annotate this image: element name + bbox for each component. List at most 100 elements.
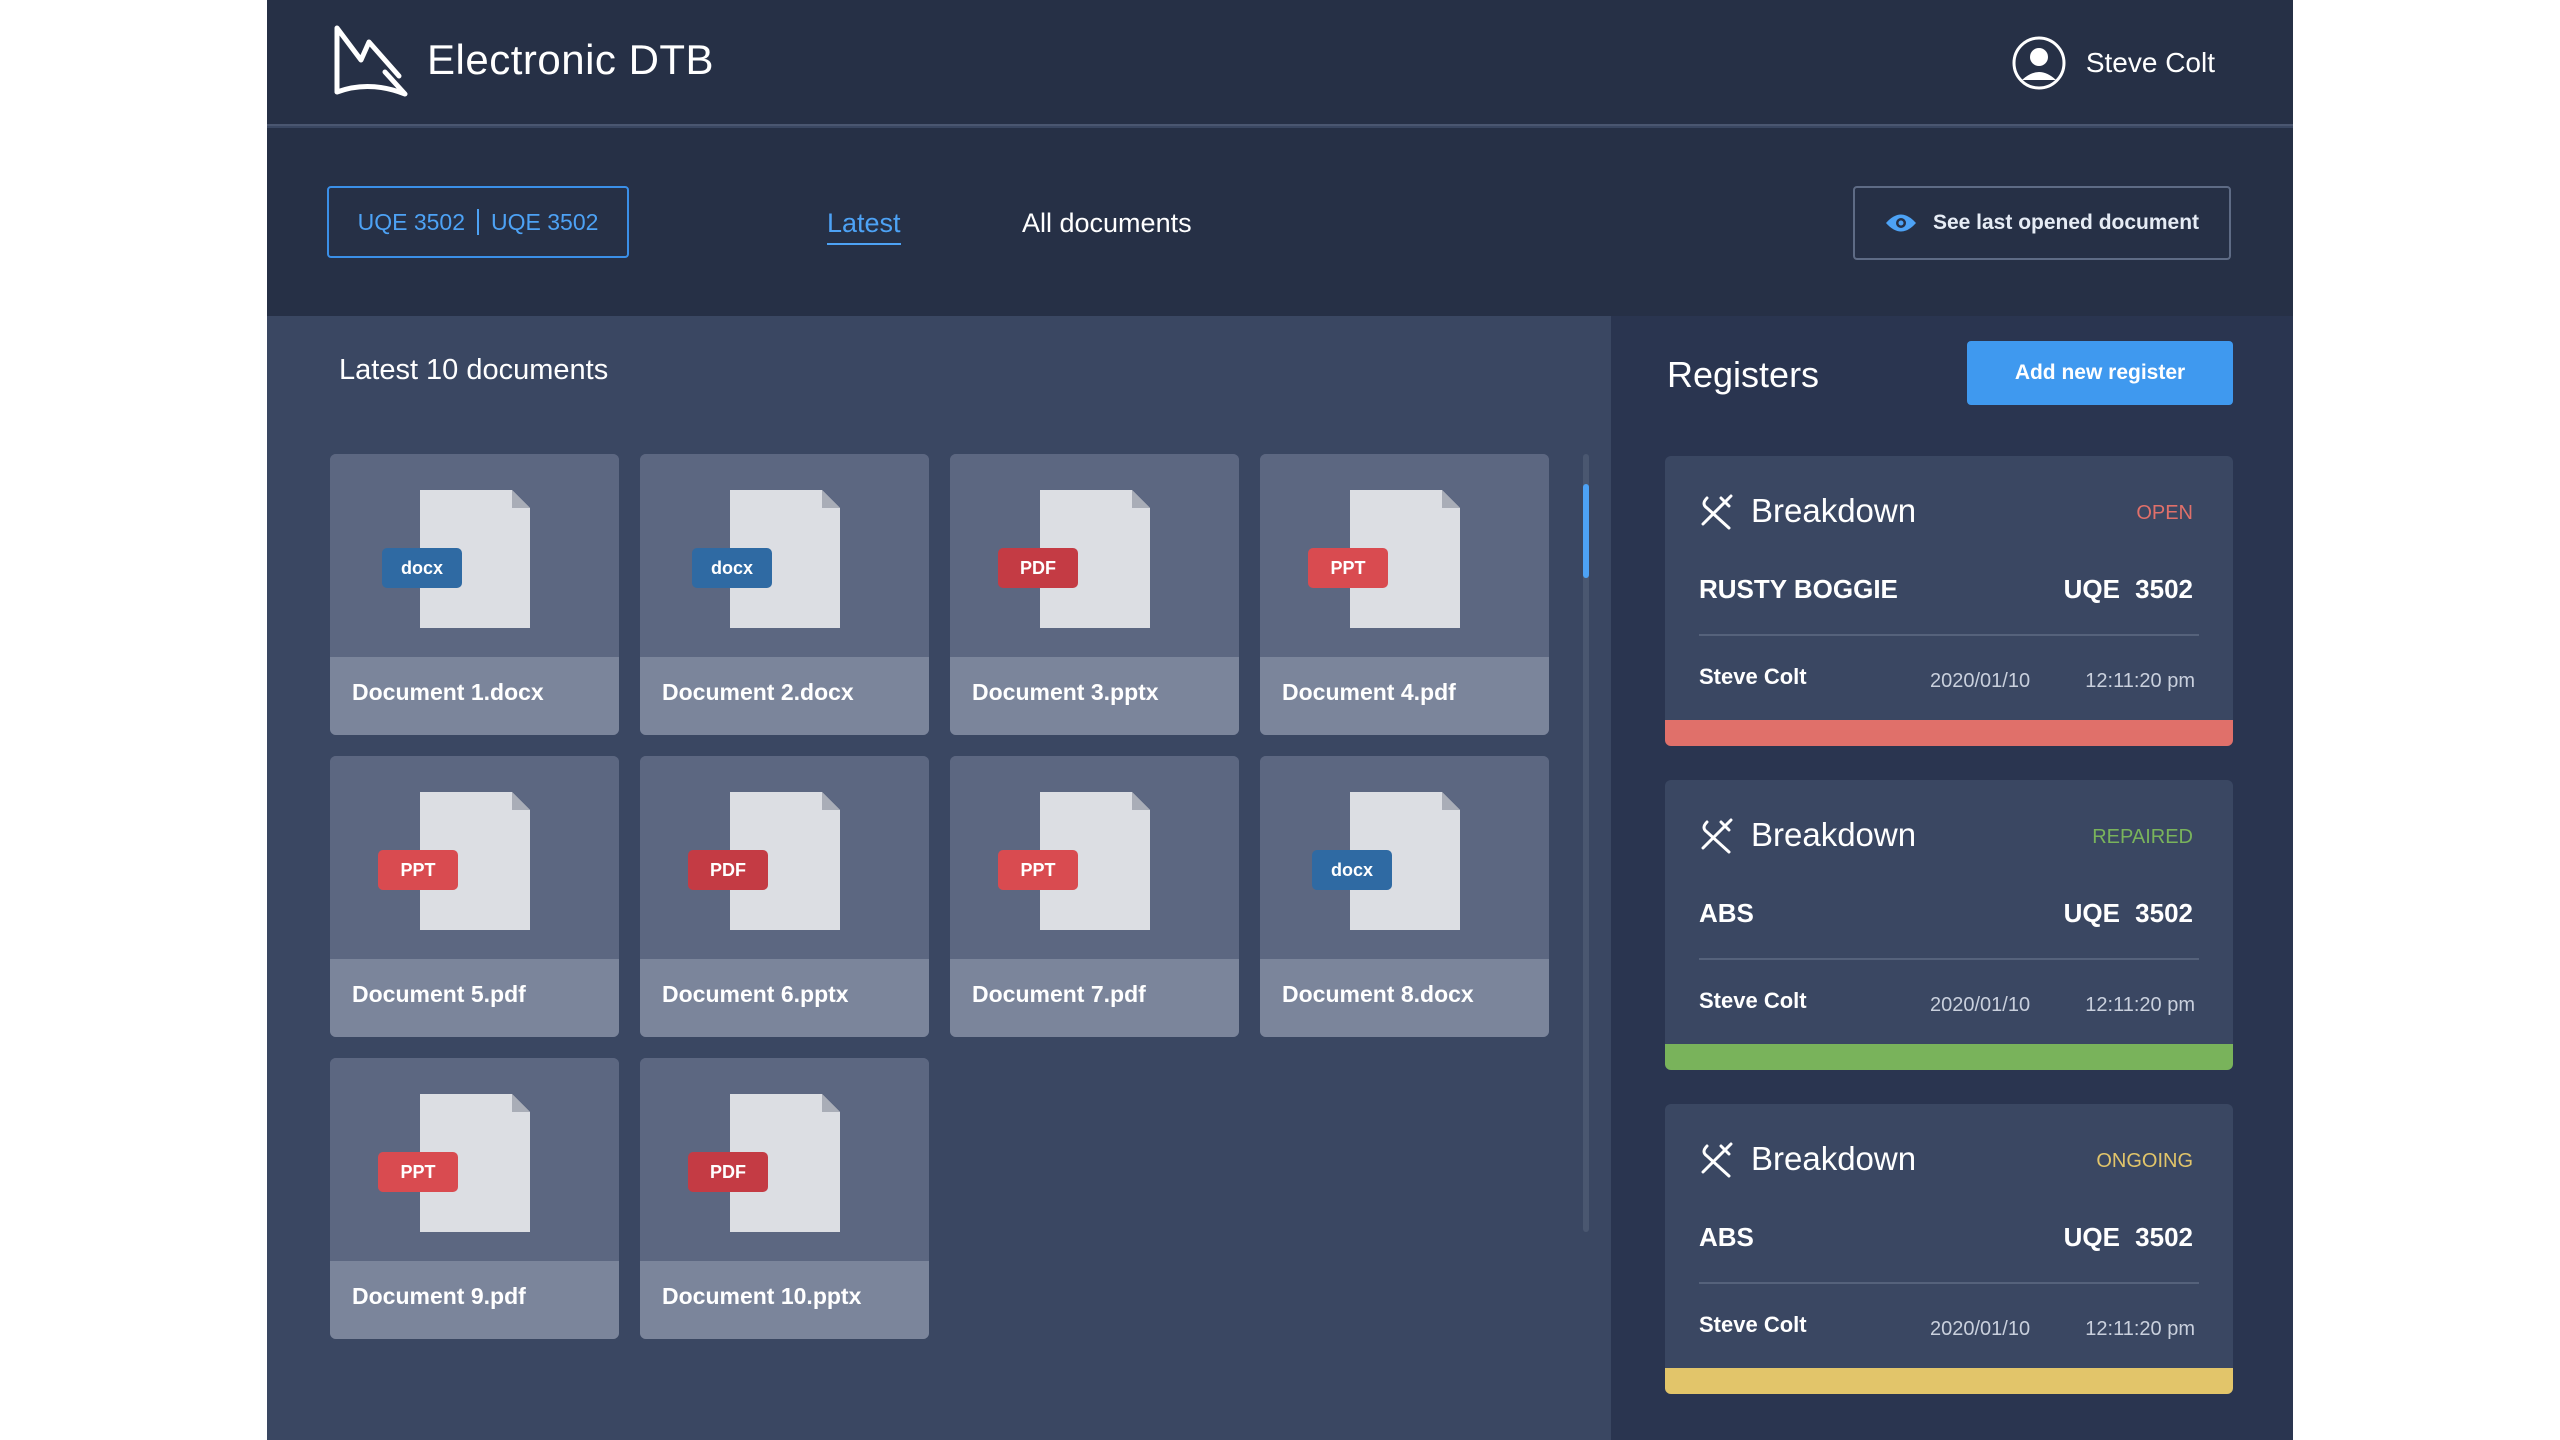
register-divider xyxy=(1699,958,2199,960)
register-time: 12:11:20 pm xyxy=(2085,1318,2195,1340)
file-type-badge: PDF xyxy=(998,548,1078,588)
file-page-icon xyxy=(730,792,840,930)
document-footer: Document 1.docx xyxy=(330,657,619,735)
document-name: Document 4.pdf xyxy=(1282,679,1456,705)
register-vehicle: UQE 3502 xyxy=(2063,574,2193,604)
register-card[interactable]: Breakdown REPAIRED ABS UQE 3502 Steve Colt 20… xyxy=(1665,780,2233,1070)
register-divider xyxy=(1699,1282,2199,1284)
document-footer: Document 10.pptx xyxy=(640,1261,929,1339)
document-footer: Document 3.pptx xyxy=(950,657,1239,735)
document-card[interactable]: docx Document 2.docx xyxy=(640,454,929,735)
document-footer: Document 4.pdf xyxy=(1260,657,1549,735)
tools-icon xyxy=(1701,494,1733,530)
document-name: Document 7.pdf xyxy=(972,981,1146,1007)
see-last-opened-button[interactable]: See last opened document xyxy=(1853,186,2231,260)
register-card[interactable]: Breakdown OPEN RUSTY BOGGIE UQE 3502 Steve C… xyxy=(1665,456,2233,746)
file-type-badge: PPT xyxy=(1308,548,1388,588)
document-thumbnail: PPT xyxy=(330,1058,619,1261)
register-component: ABS xyxy=(1699,1222,1754,1252)
document-card[interactable]: PPT Document 5.pdf xyxy=(330,756,619,1037)
document-footer: Document 9.pdf xyxy=(330,1261,619,1339)
document-thumbnail: PPT xyxy=(330,756,619,959)
document-name: Document 3.pptx xyxy=(972,679,1159,705)
document-card[interactable]: docx Document 8.docx xyxy=(1260,756,1549,1037)
file-page-icon xyxy=(420,792,530,930)
file-page-icon xyxy=(1040,490,1150,628)
app-title: Electronic DTB xyxy=(427,36,715,83)
eye-icon xyxy=(1885,214,1916,232)
document-thumbnail: PPT xyxy=(950,756,1239,959)
document-thumbnail: PPT xyxy=(1260,454,1549,657)
tab-all-documents[interactable]: All documents xyxy=(1022,208,1192,238)
file-page-icon xyxy=(730,1094,840,1232)
tab-latest[interactable]: Latest xyxy=(827,208,901,245)
file-type-badge: PPT xyxy=(378,1152,458,1192)
document-card[interactable]: docx Document 1.docx xyxy=(330,454,619,735)
register-status-bar xyxy=(1665,720,2233,746)
register-date: 2020/01/10 xyxy=(1930,670,2031,692)
vehicle-selector-right: UQE 3502 xyxy=(491,208,599,235)
file-type-badge: docx xyxy=(382,548,462,588)
file-page-icon xyxy=(420,1094,530,1232)
document-name: Document 8.docx xyxy=(1282,981,1474,1007)
user-menu[interactable]: Steve Colt xyxy=(2012,36,2215,90)
register-component: ABS xyxy=(1699,898,1754,928)
documents-scrollbar-thumb[interactable] xyxy=(1583,484,1589,578)
document-thumbnail: PDF xyxy=(640,1058,929,1261)
vehicle-selector-left: UQE 3502 xyxy=(357,208,465,235)
register-user: Steve Colt xyxy=(1699,1312,1807,1337)
register-user: Steve Colt xyxy=(1699,664,1807,689)
file-type-badge: docx xyxy=(1312,850,1392,890)
file-type-badge: PDF xyxy=(688,1152,768,1192)
vehicle-selector-divider xyxy=(477,209,479,235)
register-card[interactable]: Breakdown ONGOING ABS UQE 3502 Steve Colt 202… xyxy=(1665,1104,2233,1394)
see-last-opened-label: See last opened document xyxy=(1932,211,2200,234)
document-name: Document 2.docx xyxy=(662,679,854,705)
document-card[interactable]: PDF Document 3.pptx xyxy=(950,454,1239,735)
register-divider xyxy=(1699,634,2199,636)
register-component: RUSTY BOGGIE xyxy=(1699,574,1898,604)
file-type-badge: PPT xyxy=(378,850,458,890)
file-page-icon xyxy=(730,490,840,628)
file-page-icon xyxy=(1350,792,1460,930)
user-name: Steve Colt xyxy=(2085,47,2215,78)
register-type: Breakdown xyxy=(1751,492,1917,529)
app-window: Electronic DTB Steve Colt UQE 3502 UQE 3… xyxy=(267,0,2293,1440)
document-thumbnail: docx xyxy=(1260,756,1549,959)
file-type-badge: docx xyxy=(692,548,772,588)
register-status: REPAIRED xyxy=(2092,826,2193,848)
register-time: 12:11:20 pm xyxy=(2085,994,2195,1016)
file-type-badge: PDF xyxy=(688,850,768,890)
file-page-icon xyxy=(1040,792,1150,930)
register-status: ONGOING xyxy=(2096,1150,2193,1172)
documents-heading: Latest 10 documents xyxy=(339,354,609,386)
document-card[interactable]: PPT Document 9.pdf xyxy=(330,1058,619,1339)
document-card[interactable]: PPT Document 7.pdf xyxy=(950,756,1239,1037)
document-name: Document 6.pptx xyxy=(662,981,849,1007)
tools-icon xyxy=(1701,818,1733,854)
document-name: Document 10.pptx xyxy=(662,1283,862,1309)
document-thumbnail: PDF xyxy=(950,454,1239,657)
register-status-bar xyxy=(1665,1368,2233,1394)
register-vehicle: UQE 3502 xyxy=(2063,1222,2193,1252)
app-logo-icon xyxy=(334,25,408,97)
registers-panel: Registers Add new register Breakdown OPEN… xyxy=(1611,316,2293,1440)
document-footer: Document 2.docx xyxy=(640,657,929,735)
toolbar: UQE 3502 UQE 3502 Latest All documents S… xyxy=(267,128,2293,316)
document-name: Document 9.pdf xyxy=(352,1283,526,1309)
vehicle-selector[interactable]: UQE 3502 UQE 3502 xyxy=(327,186,629,258)
documents-scrollbar-track[interactable] xyxy=(1583,454,1589,1232)
document-name: Document 1.docx xyxy=(352,679,544,705)
file-type-badge: PPT xyxy=(998,850,1078,890)
document-thumbnail: PDF xyxy=(640,756,929,959)
document-footer: Document 5.pdf xyxy=(330,959,619,1037)
register-type: Breakdown xyxy=(1751,816,1917,853)
document-card[interactable]: PDF Document 10.pptx xyxy=(640,1058,929,1339)
register-type: Breakdown xyxy=(1751,1140,1917,1177)
document-card[interactable]: PDF Document 6.pptx xyxy=(640,756,929,1037)
add-register-button[interactable]: Add new register xyxy=(1967,341,2233,405)
document-card[interactable]: PPT Document 4.pdf xyxy=(1260,454,1549,735)
document-thumbnail: docx xyxy=(330,454,619,657)
file-page-icon xyxy=(420,490,530,628)
register-user: Steve Colt xyxy=(1699,988,1807,1013)
